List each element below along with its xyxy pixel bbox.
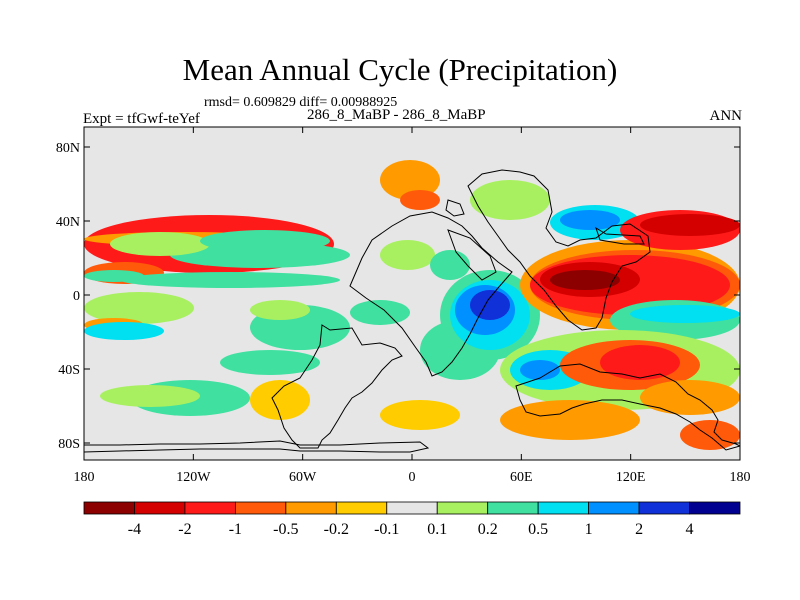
coastline-arabia	[447, 229, 497, 281]
anomaly-region	[84, 270, 144, 282]
anomaly-region	[84, 292, 194, 324]
colorbar-label: -4	[128, 521, 141, 538]
stats-subtitle: rmsd= 0.609829 diff= 0.00988925	[204, 95, 398, 110]
anomaly-region	[100, 385, 200, 407]
anomaly-region	[220, 350, 320, 375]
colorbar-swatch	[184, 501, 236, 515]
colorbar: -4 -2 -1 -0.5 -0.2 -0.1 0.1 0.2 0.5 1 2 4	[83, 501, 741, 538]
colorbar-swatch	[487, 501, 539, 515]
colorbar-label: 2	[635, 521, 643, 538]
colorbar-swatch	[386, 501, 438, 515]
longitude-axis: 180 120W 60W 0 60E 120E 180	[74, 127, 751, 485]
coastline-japan	[595, 226, 645, 245]
anomaly-region	[380, 160, 440, 200]
anomaly-region	[600, 345, 680, 380]
colorbar-swatch	[134, 501, 186, 515]
anomaly-region	[380, 240, 435, 270]
anomaly-region	[560, 210, 620, 230]
map-panel: 80N 40N 0 40S 80S 180 120W 60W 0 60E 120E 180	[56, 126, 751, 485]
anomaly-region	[430, 250, 470, 280]
coastline-antarctica	[84, 440, 430, 453]
lat-tick-label: 40S	[58, 363, 80, 378]
anomaly-region	[680, 420, 740, 450]
colorbar-swatch	[234, 501, 287, 515]
anomaly-region	[250, 300, 310, 320]
lat-tick-label: 80S	[58, 437, 80, 452]
anomaly-region	[470, 290, 510, 320]
lon-tick-label: 120E	[616, 470, 646, 485]
anomaly-region	[520, 360, 560, 380]
anomaly-region	[110, 232, 210, 256]
colorbar-label: -1	[229, 521, 242, 538]
coastline-south-america	[271, 324, 403, 449]
lon-tick-label: 180	[74, 470, 95, 485]
anomaly-region	[550, 270, 620, 290]
anomaly-region	[84, 322, 164, 340]
anomaly-region	[350, 300, 410, 325]
plot-title: Mean Annual Cycle (Precipitation)	[182, 52, 618, 87]
coastline-australia	[515, 363, 740, 451]
colorbar-label: -2	[178, 521, 191, 538]
experiment-label: Expt = tfGwf-teYef	[83, 111, 200, 127]
anomaly-region	[630, 305, 740, 323]
lon-tick-label: 60W	[289, 470, 317, 485]
colorbar-label: 0.5	[528, 521, 548, 538]
lat-tick-label: 80N	[56, 141, 80, 156]
anomaly-region	[470, 180, 550, 220]
coastline-europe-islands	[445, 199, 465, 217]
case-label: 286_8_MaBP - 286_8_MaBP	[307, 107, 486, 123]
anomaly-region	[400, 190, 440, 210]
coastlines	[84, 169, 740, 453]
season-label: ANN	[709, 108, 743, 124]
colorbar-swatch	[638, 501, 690, 515]
colorbar-label: 1	[585, 521, 593, 538]
lon-tick-label: 60E	[510, 470, 533, 485]
precip-anomaly-fields	[84, 160, 740, 450]
colorbar-swatch	[689, 501, 741, 515]
lat-tick-label: 40N	[56, 215, 80, 230]
latitude-axis: 80N 40N 0 40S 80S	[56, 141, 740, 452]
lon-tick-label: 0	[409, 470, 416, 485]
anomaly-region	[84, 415, 144, 435]
colorbar-swatch	[537, 501, 590, 515]
coastline-eurasia	[467, 169, 651, 331]
anomaly-region	[250, 380, 310, 420]
colorbar-swatch	[436, 501, 489, 515]
anomaly-region	[640, 380, 740, 415]
colorbar-swatch	[335, 501, 388, 515]
lon-tick-label: 180	[730, 470, 751, 485]
colorbar-swatch	[285, 501, 337, 515]
anomaly-region	[500, 400, 640, 440]
coastline-africa	[349, 211, 513, 377]
lat-tick-label: 0	[73, 289, 80, 304]
anomaly-region	[120, 272, 340, 288]
colorbar-label: 0.2	[478, 521, 498, 538]
anomaly-region	[380, 400, 460, 430]
colorbar-label: -0.2	[324, 521, 349, 538]
colorbar-label: 0.1	[427, 521, 447, 538]
lon-tick-label: 120W	[176, 470, 211, 485]
colorbar-swatch	[588, 501, 640, 515]
colorbar-swatch	[83, 501, 135, 515]
colorbar-label: -0.5	[273, 521, 298, 538]
anomaly-region	[200, 230, 330, 252]
colorbar-label: 4	[686, 521, 694, 538]
colorbar-label: -0.1	[374, 521, 399, 538]
anomaly-region	[640, 214, 740, 236]
